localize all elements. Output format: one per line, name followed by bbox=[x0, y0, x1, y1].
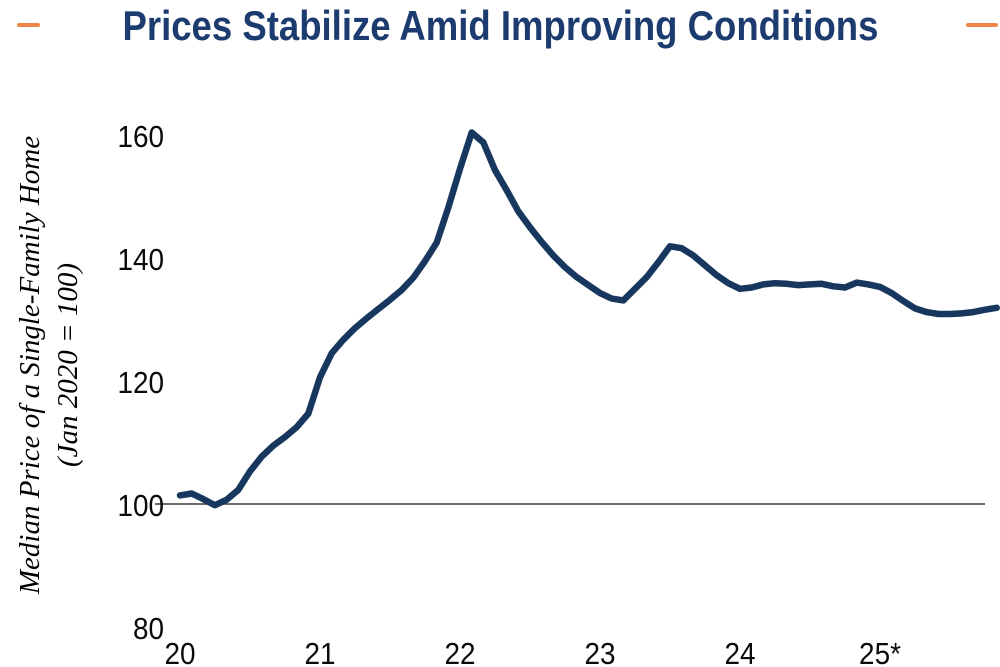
x-tick-label: 20 bbox=[164, 636, 196, 667]
price-line-series bbox=[176, 129, 1000, 509]
y-tick-label: 100 bbox=[117, 488, 164, 523]
x-tick-label: 24 bbox=[724, 636, 756, 667]
x-tick-label: 23 bbox=[584, 636, 616, 667]
y-tick-label: 140 bbox=[117, 242, 164, 277]
y-tick-label: 80 bbox=[132, 611, 164, 646]
x-tick-label: 22 bbox=[444, 636, 476, 667]
accent-dash-right bbox=[966, 23, 998, 27]
chart-title-text: Prices Stabilize Amid Improving Conditio… bbox=[122, 2, 878, 49]
x-tick-label: 25* bbox=[859, 636, 901, 667]
y-tick-label: 160 bbox=[117, 119, 164, 154]
accent-dash-left bbox=[17, 23, 40, 27]
x-tick-label: 21 bbox=[304, 636, 336, 667]
y-tick-label: 120 bbox=[117, 365, 164, 400]
chart-title: Prices Stabilize Amid Improving Conditio… bbox=[0, 0, 1000, 52]
